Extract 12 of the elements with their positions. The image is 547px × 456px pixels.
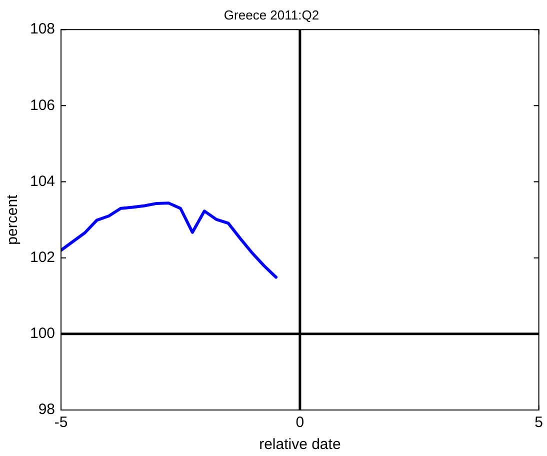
y-tick-label: 98 <box>38 401 56 418</box>
chart-title: Greece 2011:Q2 <box>224 7 320 22</box>
y-tick-label: 108 <box>30 20 56 38</box>
y-tick-label: 106 <box>30 96 56 114</box>
y-tick-label: 100 <box>30 325 56 342</box>
x-tick-label: 0 <box>296 414 304 432</box>
x-tick-label: 5 <box>534 414 543 432</box>
y-tick-label: 104 <box>30 172 56 190</box>
y-axis-title: percent <box>4 194 22 245</box>
x-tick-label: -5 <box>54 414 68 432</box>
y-tick-label: 102 <box>30 248 56 266</box>
x-axis-title: relative date <box>259 436 341 454</box>
